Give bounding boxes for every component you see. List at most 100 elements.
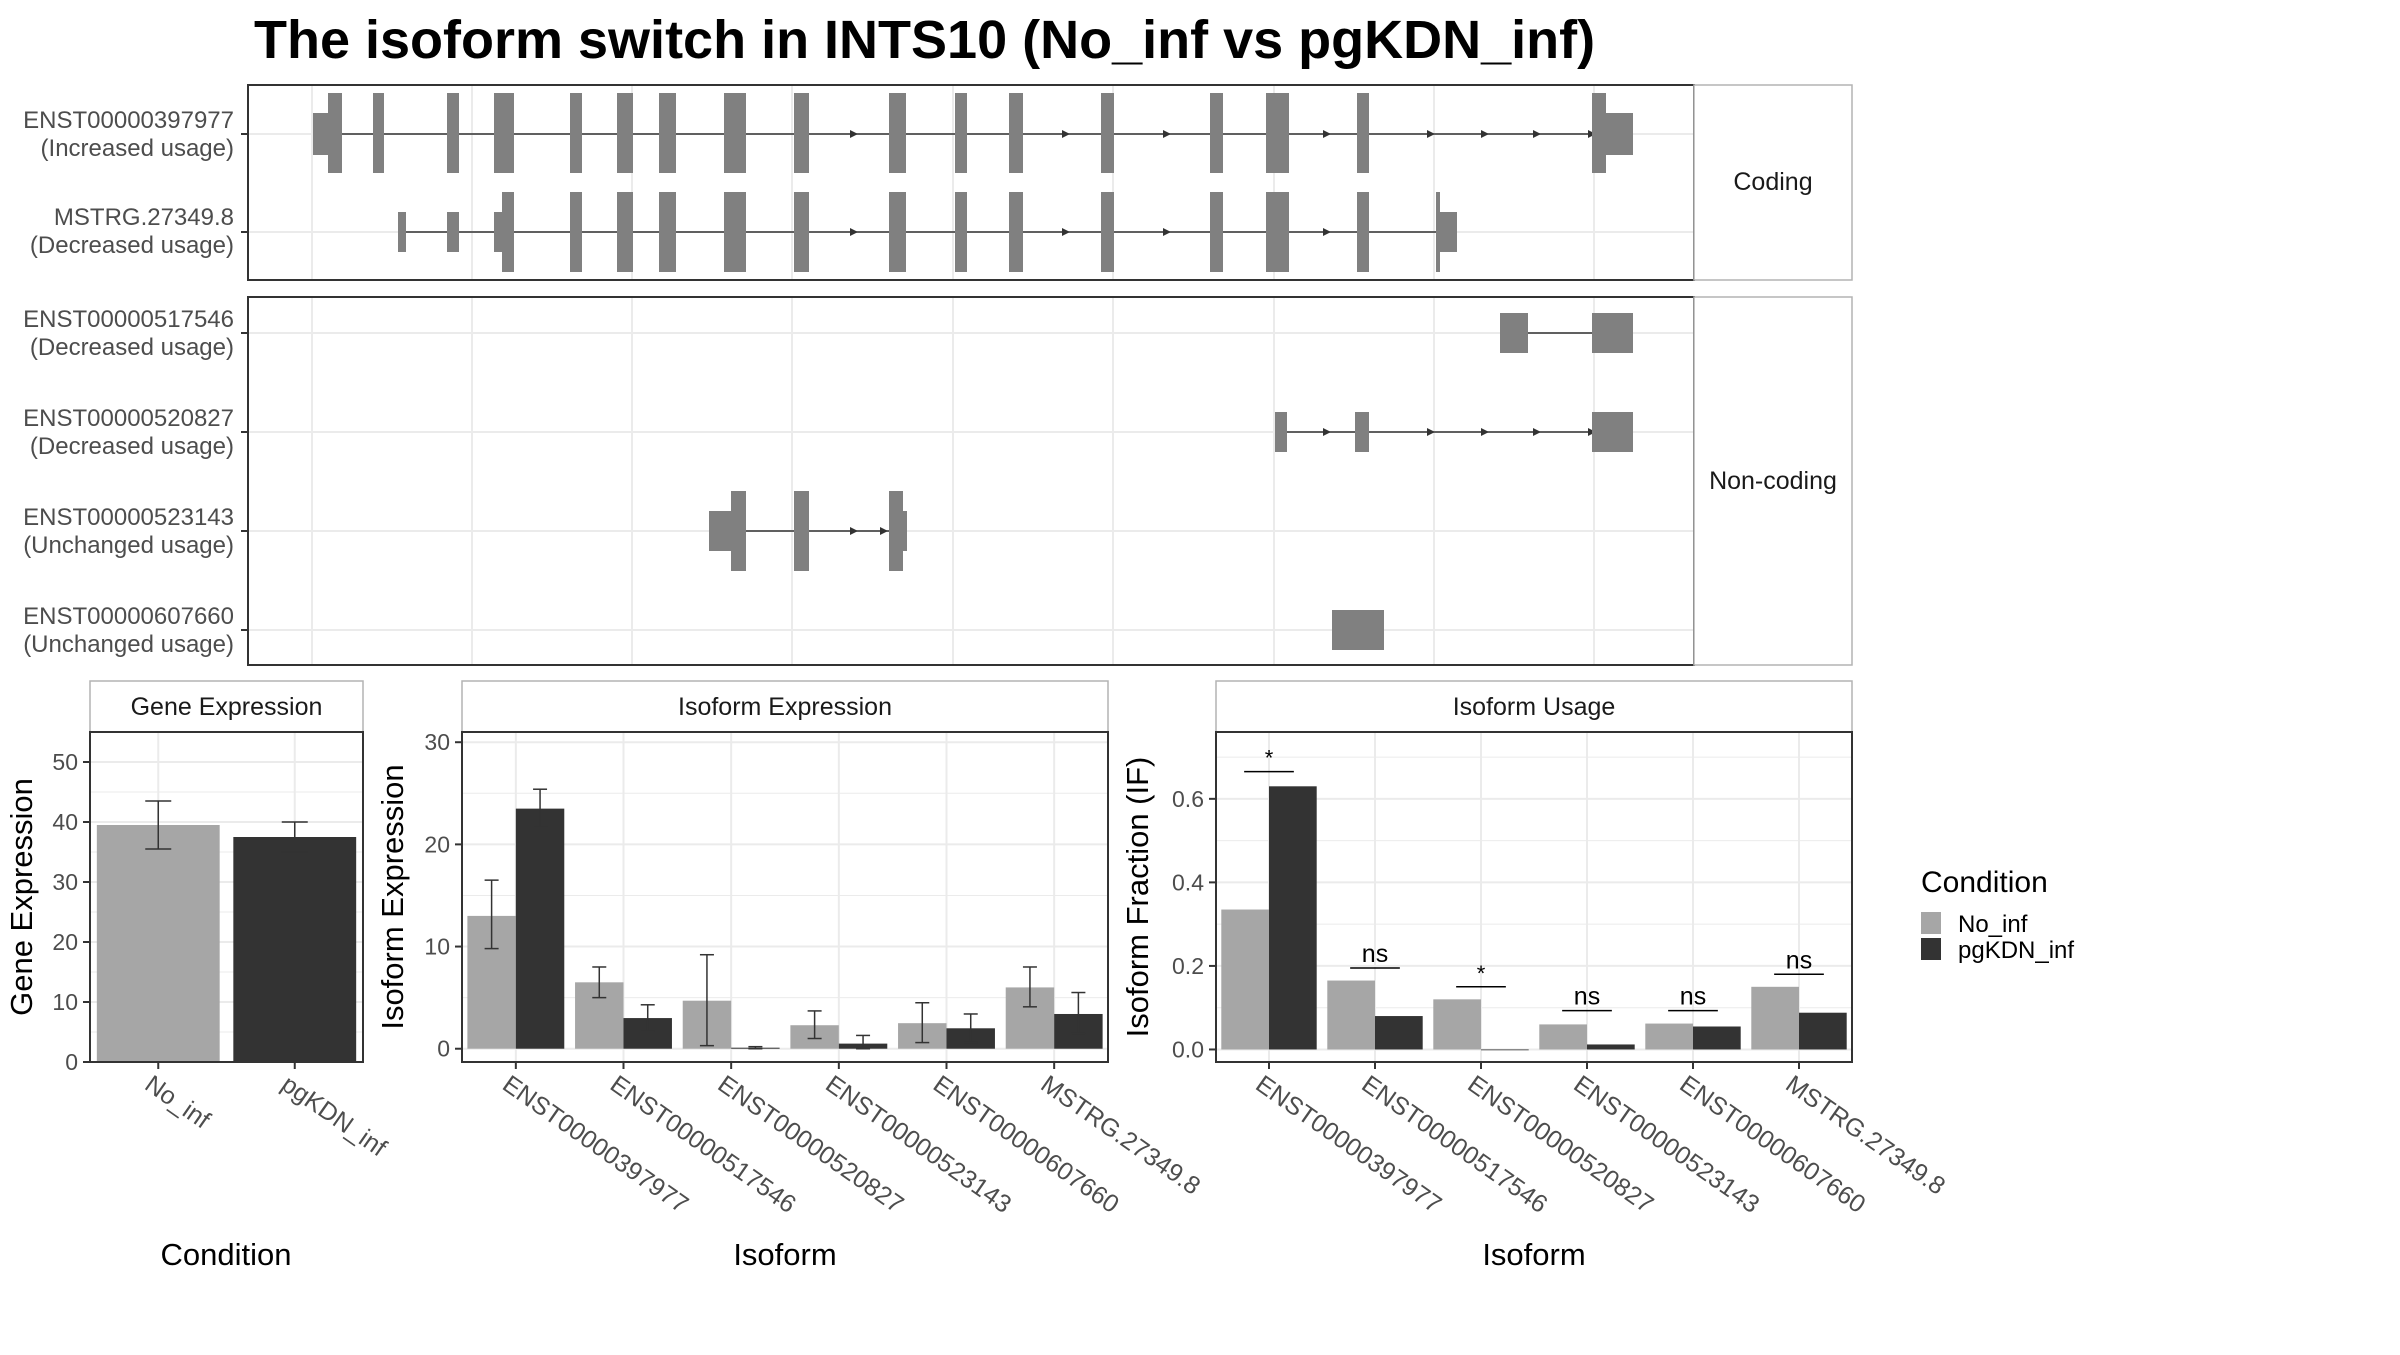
significance-label: ns (1574, 983, 1600, 1011)
transcript-enst397977 (313, 93, 1633, 173)
panel-strip-title: Gene Expression (131, 693, 323, 721)
bar-no-inf (96, 825, 220, 1062)
exons-enst520827 (1275, 412, 1633, 452)
coding-panel (247, 84, 1695, 281)
y-tick-label: 0 (65, 1049, 78, 1075)
legend-swatch-pgkdn-inf (1921, 938, 1941, 960)
y-tick-label: 30 (424, 729, 450, 755)
bar-pgkdn-inf-4 (1693, 1026, 1741, 1050)
legend-swatch-no-inf (1921, 912, 1941, 934)
y-axis-title: Gene Expression (4, 778, 39, 1016)
y-axis-title: Isoform Expression (375, 764, 410, 1029)
bar-no-inf-2 (1433, 999, 1481, 1050)
track-label-enst520827-usage: (Decreased usage) (30, 433, 234, 460)
noncoding-strip (1693, 296, 1853, 666)
noncoding-strip-label: Non-coding (1709, 467, 1837, 495)
exons-mstrg (398, 192, 1457, 272)
panel-strip (89, 680, 364, 733)
gene-expression-chart: Gene Expression 0 10 20 30 40 50 No_inf pgKDN_in… (4, 680, 391, 1272)
condition-legend: Condition No_inf pgKDN_inf (1921, 866, 2074, 964)
x-tick-label: ENST00000520827 (713, 1070, 909, 1219)
exon-enst607660 (1332, 610, 1384, 650)
y-tick-label: 0 (437, 1036, 450, 1062)
coding-strip-label: Coding (1733, 168, 1812, 196)
legend-title: Condition (1921, 866, 2048, 899)
track-label-mstrg-usage: (Decreased usage) (30, 232, 234, 259)
track-label-enst517546-id: ENST00000517546 (23, 306, 234, 333)
bar-pgkdn-inf-0 (1269, 786, 1317, 1050)
x-tick-label: ENST00000520827 (1463, 1070, 1659, 1219)
bar-no-inf-4 (1645, 1023, 1693, 1050)
bar-no-inf-3 (1539, 1024, 1587, 1050)
y-tick-label: 10 (52, 989, 78, 1015)
significance-label: ns (1786, 946, 1812, 974)
y-tick-label: 10 (424, 934, 450, 960)
exons-enst523143 (709, 491, 907, 571)
bar-pgkdn-inf-0 (515, 808, 565, 1049)
track-ticks (241, 133, 248, 631)
track-label-enst517546-usage: (Decreased usage) (30, 334, 234, 361)
transcript-enst520827 (1275, 412, 1633, 452)
panel-border (89, 731, 364, 1063)
track-label-enst523143-usage: (Unchanged usage) (23, 532, 234, 559)
bar-pgkdn-inf-2 (1481, 1049, 1529, 1051)
track-label-enst523143-id: ENST00000523143 (23, 504, 234, 531)
track-label-enst607660-usage: (Unchanged usage) (23, 631, 234, 658)
x-axis-title: Isoform (733, 1237, 836, 1272)
track-label-enst397977-usage: (Increased usage) (41, 135, 234, 162)
x-tick-label: ENST00000607660 (928, 1070, 1124, 1219)
bar-no-inf-0 (1221, 909, 1269, 1050)
bar-pgkdn-inf (233, 837, 357, 1062)
panel-strip-title: Isoform Expression (678, 693, 892, 721)
panel-border (461, 731, 1109, 1063)
x-tick-label: ENST00000523143 (1569, 1070, 1765, 1219)
track-label-enst520827-id: ENST00000520827 (23, 405, 234, 432)
x-tick-label: ENST00000523143 (820, 1070, 1016, 1219)
bar-pgkdn-inf-1 (1375, 1016, 1423, 1050)
bar-no-inf-1 (1327, 980, 1375, 1050)
transcript-mstrg (398, 192, 1457, 272)
bar-pgkdn-inf-5 (1799, 1012, 1847, 1050)
x-tick-label: ENST00000517546 (605, 1070, 801, 1219)
y-tick-label: 40 (52, 809, 78, 835)
x-tick-label: ENST00000397977 (1251, 1070, 1447, 1219)
panel-background (1216, 732, 1852, 1062)
transcript-enst517546 (1500, 313, 1633, 353)
y-tick-label: 30 (52, 869, 78, 895)
y-tick-label: 0.2 (1172, 953, 1204, 979)
significance-label: * (1477, 961, 1486, 986)
x-tick-label: ENST00000397977 (497, 1070, 693, 1219)
track-label-enst397977-id: ENST00000397977 (23, 107, 234, 134)
x-tick-label: No_inf (140, 1070, 215, 1134)
x-tick-label: ENST00000517546 (1357, 1070, 1553, 1219)
intron-arrows-enst523143 (850, 527, 888, 535)
isoform-usage-chart: Isoform Usage * ns * ns ns ns 0.0 0.2 0.4 0.6 ENST0… (1120, 680, 1950, 1272)
significance-label: ns (1680, 983, 1706, 1011)
panel-background (462, 732, 1108, 1062)
transcript-enst523143 (709, 491, 907, 571)
y-tick-label: 0.0 (1172, 1036, 1204, 1062)
transcript-enst607660 (1332, 610, 1384, 650)
panel-strip-title: Isoform Usage (1453, 693, 1616, 721)
figure-title: The isoform switch in INTS10 (No_inf vs … (254, 10, 1595, 70)
significance-label: * (1265, 746, 1274, 771)
y-tick-label: 20 (52, 929, 78, 955)
x-axis-title: Isoform (1482, 1237, 1585, 1272)
noncoding-panel (247, 296, 1695, 666)
bar-pgkdn-inf-3 (1587, 1044, 1635, 1050)
panel-strip (1215, 680, 1853, 733)
significance-label: ns (1362, 940, 1388, 968)
track-labels: ENST00000397977 (Increased usage) MSTRG.… (23, 107, 234, 658)
exons-enst517546 (1500, 313, 1633, 353)
x-axis-title: Condition (161, 1237, 292, 1272)
exons-enst397977 (313, 93, 1633, 173)
y-tick-label: 0.4 (1172, 869, 1204, 895)
y-tick-label: 0.6 (1172, 786, 1204, 812)
coding-strip (1693, 84, 1853, 281)
track-label-mstrg-id: MSTRG.27349.8 (54, 204, 234, 231)
track-label-enst607660-id: ENST00000607660 (23, 603, 234, 630)
panel-border (1215, 731, 1853, 1063)
x-tick-label: pgKDN_inf (276, 1070, 391, 1162)
